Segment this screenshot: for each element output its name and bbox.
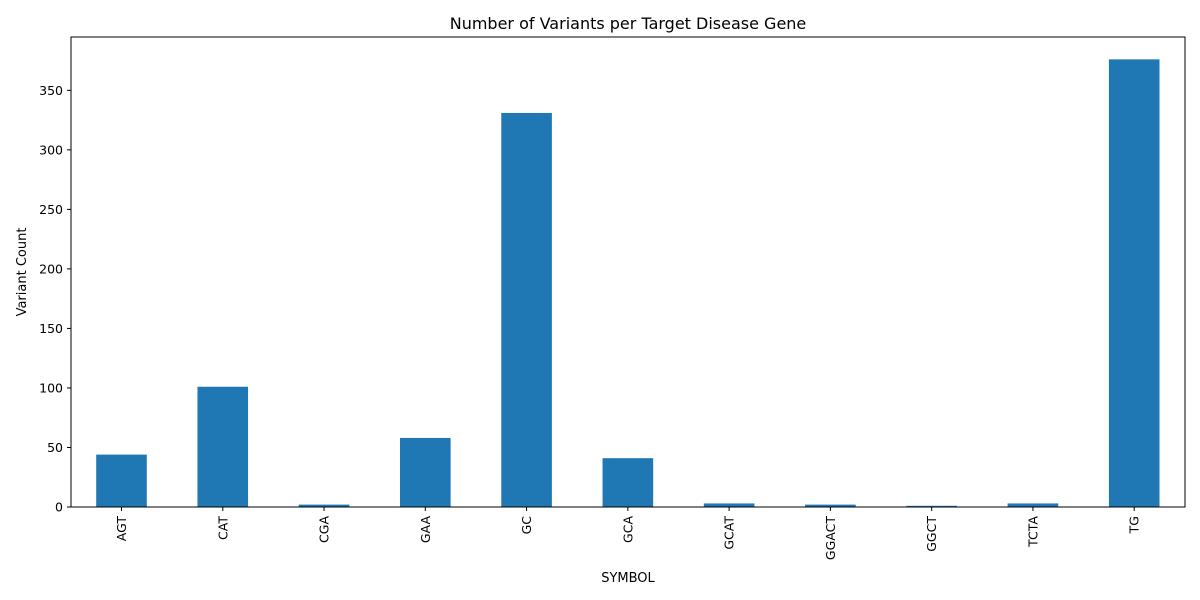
bar-gcat xyxy=(703,503,755,507)
bar-ggct xyxy=(906,505,957,507)
x-tick-label: CAT xyxy=(215,516,230,540)
bar-gca xyxy=(602,458,654,507)
plot-frame xyxy=(70,36,1186,508)
y-tick-label: 250 xyxy=(39,202,63,217)
bar-ggact xyxy=(805,504,856,507)
y-tick-label: 0 xyxy=(55,500,63,515)
bar-agt xyxy=(96,454,147,507)
y-tick-label: 200 xyxy=(39,261,63,276)
y-tick-label: 50 xyxy=(47,440,63,455)
x-tick-label: GCAT xyxy=(722,516,737,550)
x-tick-label: TG xyxy=(1127,516,1142,534)
y-tick-label: 300 xyxy=(39,142,63,157)
x-axis-ticks: AGT CAT CGA GAA GC GCA GCAT GGACT GGCT TCTA TG xyxy=(114,507,1142,560)
y-tick-label: 150 xyxy=(39,321,63,336)
x-axis-label: SYMBOL xyxy=(601,571,655,586)
y-tick-label: 100 xyxy=(39,380,63,395)
x-tick-label: GGCT xyxy=(924,516,939,552)
x-tick-label: TCTA xyxy=(1025,516,1040,548)
x-tick-label: GAA xyxy=(418,516,433,544)
bar-tcta xyxy=(1007,503,1059,507)
x-tick-label: GCA xyxy=(620,516,635,543)
bar-cga xyxy=(298,504,350,507)
bar-gc xyxy=(501,112,552,507)
chart-title: Number of Variants per Target Disease Ge… xyxy=(450,14,807,33)
bar-gaa xyxy=(400,437,451,507)
x-tick-label: AGT xyxy=(114,516,129,542)
y-axis-ticks: 0 50 100 150 200 250 300 350 xyxy=(39,83,71,515)
x-tick-label: GC xyxy=(519,516,534,535)
x-tick-label: CGA xyxy=(317,516,332,543)
bars-group xyxy=(96,59,1160,507)
y-axis-label: Variant Count xyxy=(15,228,30,317)
y-tick-label: 350 xyxy=(39,83,63,98)
x-tick-label: GGACT xyxy=(823,516,838,560)
bar-cat xyxy=(197,386,249,507)
bar-tg xyxy=(1108,59,1160,507)
